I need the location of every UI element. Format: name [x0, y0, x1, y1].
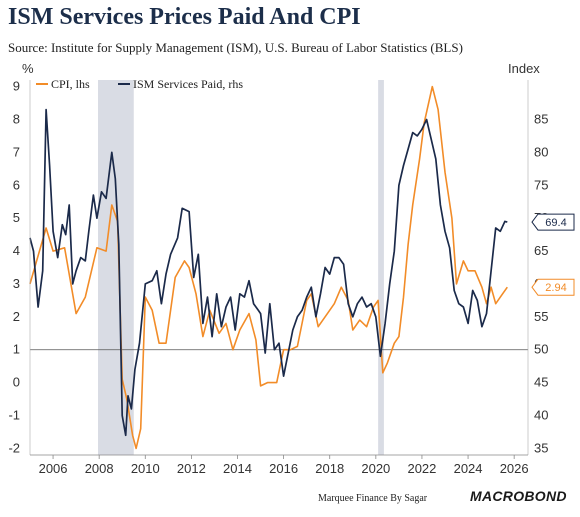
- chart-subtitle: Source: Institute for Supply Management …: [8, 40, 463, 55]
- x-tick-label: 2006: [39, 461, 68, 476]
- end-callout-box: [531, 213, 575, 231]
- x-tick-label: 2008: [85, 461, 114, 476]
- end-callouts: 2.94 69.4: [531, 213, 575, 296]
- x-tick-label: 2020: [361, 461, 390, 476]
- left-tick-label: 1: [13, 342, 20, 357]
- credit-text: Marquee Finance By Sagar: [318, 493, 428, 504]
- right-tick-label: 35: [534, 440, 548, 455]
- x-tick-label: 2022: [407, 461, 436, 476]
- right-tick-label: 85: [534, 111, 548, 126]
- recession-band: [98, 80, 134, 455]
- brand-logo: MACROBOND: [470, 488, 567, 504]
- left-tick-label: 2: [13, 309, 20, 324]
- right-tick-label: 55: [534, 309, 548, 324]
- right-tick-label: 40: [534, 408, 548, 423]
- series-line: [29, 108, 508, 437]
- series-line: [29, 85, 508, 450]
- left-tick-label: 7: [13, 144, 20, 159]
- left-tick-label: 0: [13, 375, 20, 390]
- left-tick-label: 9: [13, 79, 20, 94]
- legend-label: CPI, lhs: [51, 77, 90, 91]
- legend: CPI, lhs ISM Services Paid, rhs: [36, 77, 243, 91]
- x-tick-label: 2010: [131, 461, 160, 476]
- end-callout-box: [531, 278, 575, 296]
- x-tick-label: 2014: [223, 461, 252, 476]
- x-tick-label: 2012: [177, 461, 206, 476]
- end-callout-label: 69.4: [545, 217, 566, 229]
- axes: -2-1012345678935404550556065707580852006…: [8, 61, 548, 476]
- recession-bands: [98, 80, 384, 455]
- recession-band: [378, 80, 384, 455]
- x-tick-label: 2026: [500, 461, 529, 476]
- right-tick-label: 80: [534, 144, 548, 159]
- right-tick-label: 45: [534, 375, 548, 390]
- x-tick-label: 2016: [269, 461, 298, 476]
- right-tick-label: 65: [534, 243, 548, 258]
- x-tick-label: 2018: [315, 461, 344, 476]
- left-tick-label: 3: [13, 276, 20, 291]
- right-tick-label: 50: [534, 342, 548, 357]
- left-axis-unit: %: [22, 61, 34, 76]
- left-tick-label: 6: [13, 177, 20, 192]
- left-tick-label: -1: [8, 408, 20, 423]
- chart-title: ISM Services Prices Paid And CPI: [8, 4, 361, 30]
- series-lines: [29, 85, 508, 450]
- left-tick-label: 5: [13, 210, 20, 225]
- left-tick-label: 4: [13, 243, 20, 258]
- right-axis-unit: Index: [508, 61, 540, 76]
- legend-label: ISM Services Paid, rhs: [133, 77, 243, 91]
- left-tick-label: -2: [8, 440, 20, 455]
- x-tick-label: 2024: [454, 461, 483, 476]
- right-tick-label: 75: [534, 177, 548, 192]
- left-tick-label: 8: [13, 111, 20, 126]
- end-callout-label: 2.94: [545, 282, 566, 294]
